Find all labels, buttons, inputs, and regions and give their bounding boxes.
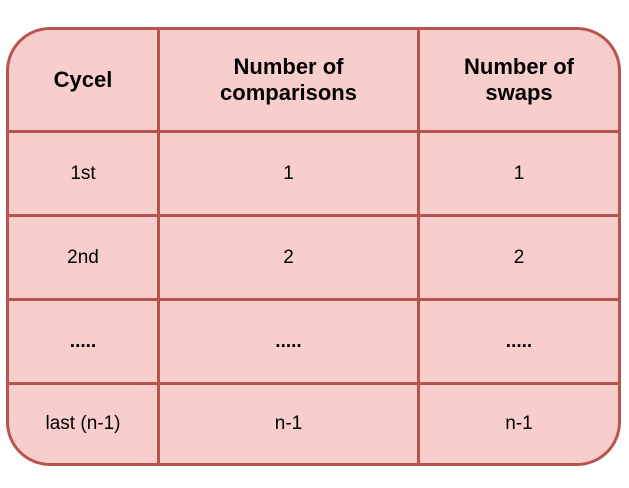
table-grid: Cycel Number of comparisons Number of sw… — [9, 30, 618, 463]
row-3-comparisons: ..... — [160, 301, 420, 385]
row-3-swaps: ..... — [420, 301, 618, 385]
row-4-swaps: n-1 — [505, 413, 533, 434]
row-4-cycle: last (n-1) — [9, 385, 160, 463]
row-4-comparisons: n-1 — [160, 385, 420, 463]
row-1-swaps: 1 — [420, 133, 618, 217]
row-1-comparisons: 1 — [160, 133, 420, 217]
header-swaps: Number of swaps — [420, 30, 618, 133]
header-comparisons: Number of comparisons — [160, 30, 420, 133]
row-2-swaps: 2 — [420, 217, 618, 301]
comparison-table: Cycel Number of comparisons Number of sw… — [6, 27, 621, 466]
header-cycle: Cycel — [9, 30, 160, 133]
row-1-cycle: 1st — [9, 133, 160, 217]
row-3-cycle: ..... — [9, 301, 160, 385]
row-2-cycle: 2nd — [9, 217, 160, 301]
row-2-comparisons: 2 — [160, 217, 420, 301]
